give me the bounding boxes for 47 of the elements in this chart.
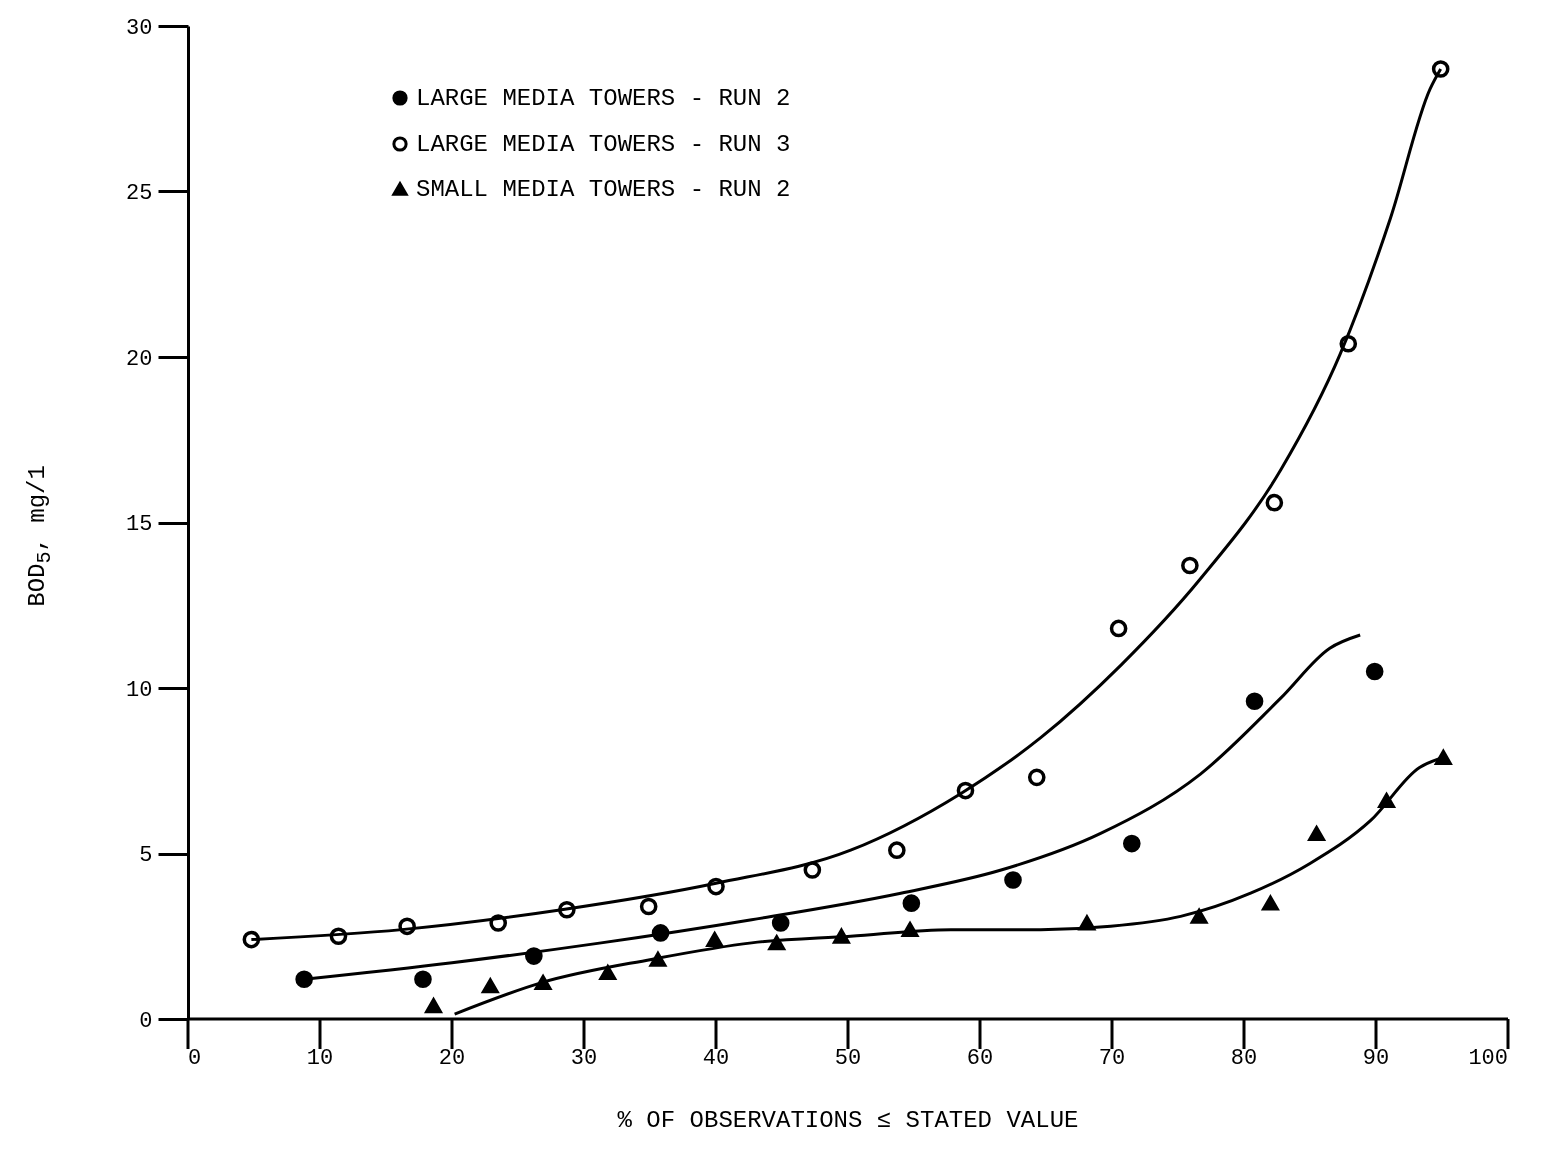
point bbox=[639, 897, 658, 916]
x-tick-label: 80 bbox=[1230, 1046, 1258, 1071]
y-tick-label: 5 bbox=[139, 843, 153, 868]
y-tick-label: 0 bbox=[139, 1008, 153, 1034]
point bbox=[1265, 493, 1284, 512]
point bbox=[1122, 834, 1141, 853]
point bbox=[482, 978, 499, 994]
y-tick-label: 15 bbox=[126, 512, 153, 537]
point bbox=[1308, 826, 1325, 842]
x-tick-label: 60 bbox=[966, 1046, 994, 1071]
point bbox=[1365, 662, 1384, 681]
point bbox=[833, 928, 850, 944]
y-tick-label: 25 bbox=[126, 181, 153, 206]
x-tick-label: 0 bbox=[188, 1046, 202, 1071]
legend-label: LARGE MEDIA TOWERS - RUN 3 bbox=[416, 131, 791, 158]
x-tick-label: 20 bbox=[438, 1046, 466, 1071]
point bbox=[295, 970, 313, 989]
point bbox=[1435, 750, 1452, 765]
legend-label: SMALL MEDIA TOWERS - RUN 2 bbox=[416, 176, 791, 203]
x-tick-label: 40 bbox=[702, 1046, 730, 1071]
y-tick-label: 10 bbox=[126, 677, 153, 703]
point bbox=[1245, 692, 1264, 711]
point bbox=[902, 894, 921, 912]
legend-label: LARGE MEDIA TOWERS - RUN 2 bbox=[416, 85, 791, 112]
point bbox=[771, 914, 790, 932]
y-tick-label: 30 bbox=[126, 15, 153, 41]
x-tick-label: 90 bbox=[1362, 1046, 1390, 1071]
y-tick-label: 20 bbox=[126, 346, 153, 372]
x-tick-label: 100 bbox=[1468, 1046, 1508, 1071]
x-tick-label: 10 bbox=[306, 1046, 334, 1071]
point bbox=[706, 932, 723, 947]
point bbox=[599, 965, 617, 981]
point bbox=[1027, 768, 1046, 787]
x-tick-label: 70 bbox=[1098, 1046, 1126, 1071]
point bbox=[414, 970, 432, 989]
point bbox=[649, 952, 667, 967]
point bbox=[1109, 619, 1128, 638]
point bbox=[1262, 895, 1279, 911]
point bbox=[425, 998, 442, 1014]
point bbox=[768, 935, 785, 951]
point bbox=[888, 841, 906, 859]
point bbox=[1004, 871, 1022, 889]
point bbox=[1190, 908, 1208, 924]
point bbox=[1181, 556, 1199, 575]
x-tick-label: 30 bbox=[570, 1046, 598, 1071]
x-axis-title: % OF OBSERVATIONS ≤ STATED VALUE bbox=[617, 1107, 1079, 1134]
x-tick-label: 50 bbox=[834, 1046, 862, 1071]
